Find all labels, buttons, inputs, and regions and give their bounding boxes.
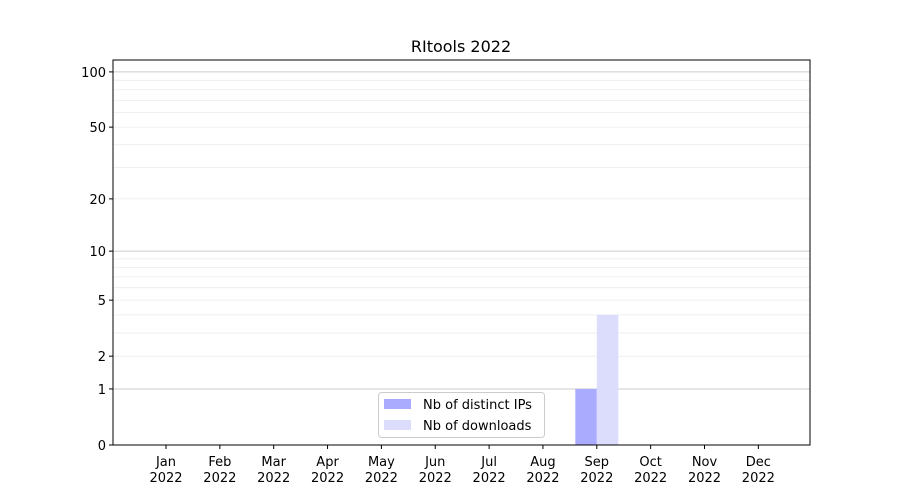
x-tick-label: Dec: [746, 455, 771, 470]
x-tick-label: Nov: [692, 455, 718, 470]
x-tick-label: Apr: [316, 455, 339, 470]
bars: [575, 314, 619, 445]
x-tick-label: Jan: [155, 455, 176, 470]
x-axis: Jan2022Feb2022Mar2022Apr2022May2022Jun20…: [149, 445, 775, 486]
y-axis: 0 1 2 5 10 20 50 100: [81, 66, 113, 454]
y-tick-label: 2: [98, 350, 106, 365]
y-tick-label: 0: [98, 439, 106, 454]
x-tick-label: Jul: [480, 455, 497, 470]
y-tick-label: 10: [89, 245, 106, 260]
x-tick-label: Jun: [424, 455, 445, 470]
y-tick-label: 20: [89, 193, 106, 208]
x-tick-label: 2022: [419, 471, 452, 486]
x-tick-label: 2022: [634, 471, 667, 486]
legend-label-ips: Nb of distinct IPs: [423, 398, 532, 413]
y-tick-label: 50: [89, 121, 106, 136]
x-tick-label: Feb: [208, 455, 231, 470]
x-tick-label: Sep: [585, 455, 610, 470]
y-tick-label: 1: [98, 383, 106, 398]
x-tick-label: Mar: [261, 455, 286, 470]
x-tick-label: 2022: [742, 471, 775, 486]
legend-swatch-ips: [384, 399, 411, 409]
chart-title: RItools 2022: [411, 37, 511, 56]
x-tick-label: 2022: [688, 471, 721, 486]
y-tick-label: 5: [98, 294, 106, 309]
gridlines: [113, 71, 810, 390]
bar-downloads: [596, 314, 619, 445]
x-tick-label: Aug: [530, 455, 555, 470]
x-tick-label: 2022: [580, 471, 613, 486]
legend: Nb of distinct IPs Nb of downloads: [378, 392, 545, 438]
axes-frame: [112, 59, 811, 446]
x-tick-label: 2022: [257, 471, 290, 486]
x-tick-label: 2022: [149, 471, 182, 486]
legend-box: [378, 392, 545, 438]
bar-distinct-ips: [575, 388, 597, 445]
y-tick-label: 100: [81, 66, 106, 81]
x-tick-label: 2022: [203, 471, 236, 486]
legend-label-downloads: Nb of downloads: [423, 419, 532, 434]
x-tick-label: May: [368, 455, 395, 470]
x-tick-label: Oct: [639, 455, 661, 470]
x-tick-label: 2022: [311, 471, 344, 486]
x-tick-label: 2022: [526, 471, 559, 486]
legend-swatch-downloads: [384, 420, 411, 430]
x-tick-label: 2022: [473, 471, 506, 486]
x-tick-label: 2022: [365, 471, 398, 486]
